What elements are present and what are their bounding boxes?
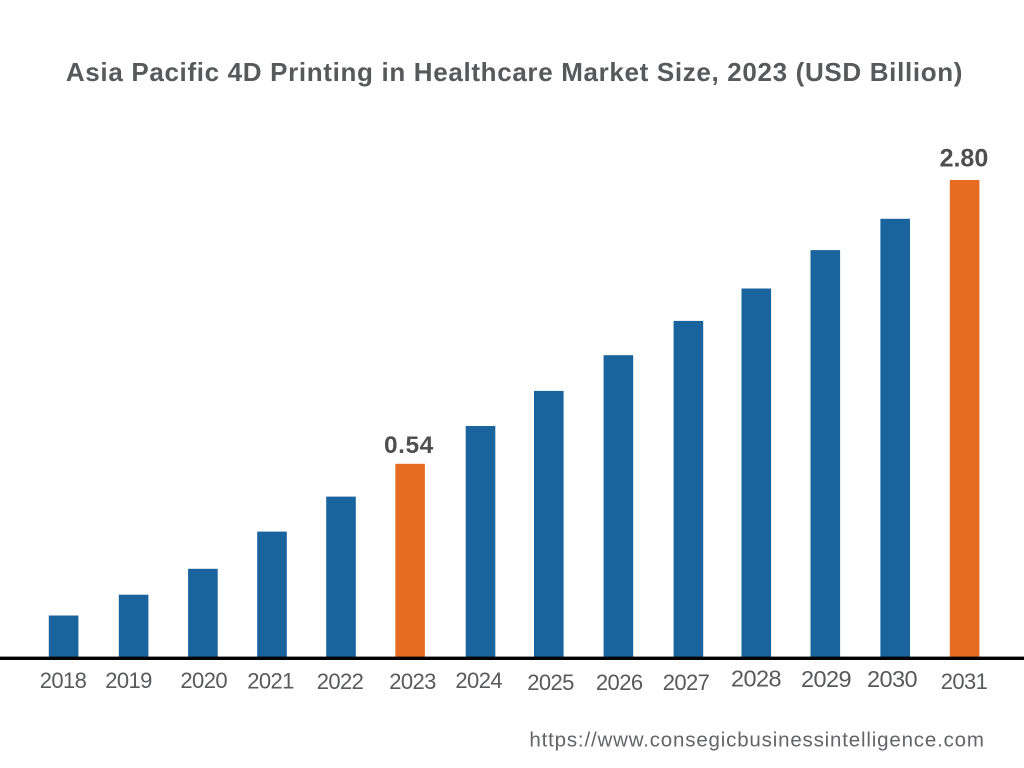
svg-text:https://www.consegicbusinessin: https://www.consegicbusinessintelligence… — [529, 728, 984, 751]
svg-text:2023: 2023 — [389, 669, 436, 694]
svg-text:2026: 2026 — [596, 670, 643, 695]
svg-text:2024: 2024 — [455, 668, 502, 693]
svg-text:2029: 2029 — [801, 666, 851, 692]
svg-text:2020: 2020 — [180, 668, 227, 693]
svg-text:2031: 2031 — [941, 669, 988, 694]
svg-text:2028: 2028 — [731, 666, 781, 692]
svg-text:2021: 2021 — [247, 669, 294, 694]
svg-text:Asia Pacific 4D Printing in He: Asia Pacific 4D Printing in Healthcare M… — [66, 57, 963, 87]
svg-text:2019: 2019 — [105, 668, 152, 693]
svg-text:2025: 2025 — [527, 670, 574, 695]
svg-text:2022: 2022 — [317, 669, 364, 694]
svg-text:2018: 2018 — [40, 668, 87, 693]
svg-text:2.80: 2.80 — [940, 145, 989, 173]
svg-text:2030: 2030 — [867, 666, 917, 692]
svg-text:0.54: 0.54 — [384, 432, 434, 459]
svg-text:2027: 2027 — [663, 670, 710, 695]
